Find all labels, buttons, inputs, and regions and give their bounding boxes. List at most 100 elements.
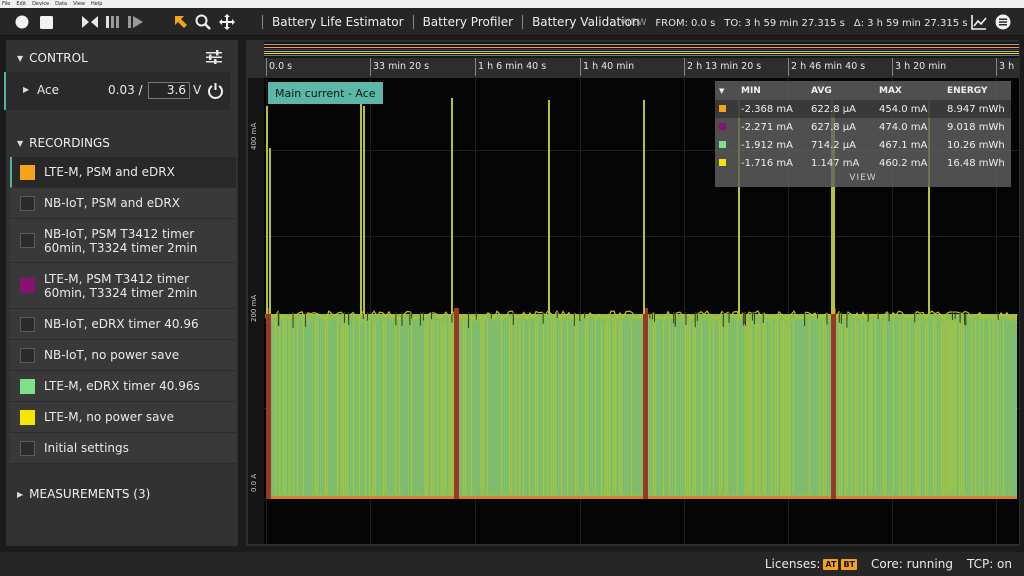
voltage-input[interactable]: 3.6 [148,82,190,99]
menu-icon[interactable] [994,14,1012,30]
record-icon[interactable] [14,14,30,30]
recording-label: NB-IoT, no power save [44,348,180,362]
series-color-dot [719,122,726,130]
stat-max: 454.0 mA [875,100,943,118]
menu-device[interactable]: Device [32,1,50,7]
list-item[interactable]: LTE-M, PSM T3412 timer 60min, T3324 timer… [10,263,236,309]
recording-label: Initial settings [44,441,129,455]
licenses-status: Licenses: AT BT [764,557,858,571]
stat-min: -1.716 mA [741,157,793,169]
stat-avg: 622.8 µA [807,100,875,118]
collapse-triangle-icon: ▼ [17,53,24,63]
stat-min: -2.271 mA [741,121,793,133]
list-item[interactable]: NB-IoT, no power save [10,340,236,371]
list-item[interactable]: LTE-M, PSM and eDRX [10,157,236,188]
color-swatch[interactable] [20,195,35,211]
y-tick-label: 200 mA [250,294,258,322]
time-tick-label: 1 h 6 min 40 s [478,61,547,72]
tab-battery-validation[interactable]: Battery Validation [532,15,640,29]
toolbar: Battery Life Estimator Battery Profiler … [0,8,1024,36]
series-color-dot [719,158,726,166]
control-section-header[interactable]: ▼ CONTROL [6,46,238,70]
time-axis[interactable]: 0.0 s 33 min 20 s 1 h 6 min 40 s 1 h 40 … [264,58,1019,78]
recordings-title: RECORDINGS [29,136,110,150]
pan-icon[interactable] [218,14,236,30]
recording-label: LTE-M, no power save [44,410,175,424]
play-end-icon[interactable] [126,14,146,30]
control-device-row[interactable] [4,72,230,110]
color-swatch[interactable] [20,378,35,394]
list-item[interactable]: LTE-M, eDRX timer 40.96s [10,371,236,402]
measurements-section-header[interactable]: ▶ MEASUREMENTS (3) [6,482,238,506]
column-header: MIN [741,85,761,96]
control-title: CONTROL [29,51,88,65]
voltage-unit: V [193,83,202,97]
tab-battery-profiler[interactable]: Battery Profiler [414,15,524,29]
column-header: ENERGY [947,85,988,96]
menu-file[interactable]: File [2,1,11,7]
y-tick-label: 0.0 A [250,473,258,492]
menu-edit[interactable]: Edit [16,1,27,7]
dropdown-triangle-icon[interactable]: ▼ [719,86,725,95]
color-swatch[interactable] [20,233,35,248]
time-tick-label: 3 h 20 min [895,61,947,72]
y-tick-label: 400 mA [250,122,258,150]
expand-triangle-icon[interactable]: ▶ [23,85,30,94]
stat-max: 474.0 mA [879,121,928,133]
recordings-list: LTE-M, PSM and eDRX NB-IoT, PSM and eDRX… [10,157,236,464]
color-swatch[interactable] [20,316,35,332]
list-item[interactable]: Initial settings [10,433,236,464]
core-status: Core: running [871,557,953,571]
start-marker-icon[interactable] [104,14,124,30]
tcp-status: TCP: on [966,557,1012,571]
to-label: TO: [724,17,742,29]
list-item[interactable]: NB-IoT, PSM T3412 timer 60min, T3324 time… [10,219,236,263]
recording-label: LTE-M, eDRX timer 40.96s [44,379,200,393]
menu-bar: File Edit Device Data View Help [0,0,1024,8]
recordings-section-header[interactable]: ▼ RECORDINGS [6,131,238,155]
zoom-icon[interactable] [194,14,212,30]
time-tick-label: 2 h 46 min 40 s [791,61,866,72]
table-row[interactable]: -2.368 mA 622.8 µA 454.0 mA 8.947 mWh [715,100,1011,118]
color-swatch[interactable] [20,164,35,180]
stat-avg: 1.147 mA [811,157,860,169]
table-row[interactable]: -1.716 mA 1.147 mA 460.2 mA 16.48 mWh [715,154,1011,172]
menu-data[interactable]: Data [55,1,68,7]
pointer-icon[interactable] [172,14,190,30]
view-label: VIEW [620,18,648,28]
stat-max: 460.2 mA [879,157,928,169]
license-badge: AT [823,558,839,570]
list-item[interactable]: LTE-M, no power save [10,402,236,433]
list-item[interactable]: NB-IoT, PSM and eDRX [10,188,236,219]
stop-icon[interactable] [38,14,54,30]
stats-view-button[interactable]: VIEW [849,173,877,183]
table-row[interactable]: -1.912 mA 714.2 µA 467.1 mA 10.26 mWh [715,136,1011,154]
color-swatch[interactable] [20,409,35,425]
to-value: 3 h 59 min 27.315 s [744,17,845,29]
color-swatch[interactable] [20,440,35,456]
tab-battery-life-estimator[interactable]: Battery Life Estimator [262,15,414,29]
series-color-dot [719,140,726,148]
list-item[interactable]: NB-IoT, eDRX timer 40.96 [10,309,236,340]
delta-label: Δ: [853,17,865,29]
menu-view[interactable]: View [73,1,85,7]
overview-minimap[interactable] [264,42,1019,58]
collapse-triangle-icon: ▼ [17,138,24,148]
stat-min: -2.368 mA [737,100,807,118]
y-axis[interactable]: 400 mA 200 mA 0.0 A [248,78,264,544]
chart-icon[interactable] [970,14,988,30]
menu-help[interactable]: Help [91,1,103,7]
table-row[interactable]: -2.271 mA 627.8 µA 474.0 mA 9.018 mWh [715,118,1011,136]
color-swatch[interactable] [20,347,35,363]
color-swatch[interactable] [20,278,35,293]
measurements-title: MEASUREMENTS (3) [29,487,151,501]
current-value: 0.03 / [108,83,143,97]
licenses-label: Licenses: [764,557,821,571]
device-name: Ace [37,83,59,97]
settings-sliders-icon[interactable] [206,50,222,67]
stat-energy: 8.947 mWh [943,100,1011,118]
recording-label: LTE-M, PSM T3412 timer 60min, T3324 timer… [44,271,198,300]
chart-title-tag: Main current - Ace [268,82,383,104]
power-icon[interactable] [207,82,224,102]
collapse-icon[interactable] [80,14,100,30]
